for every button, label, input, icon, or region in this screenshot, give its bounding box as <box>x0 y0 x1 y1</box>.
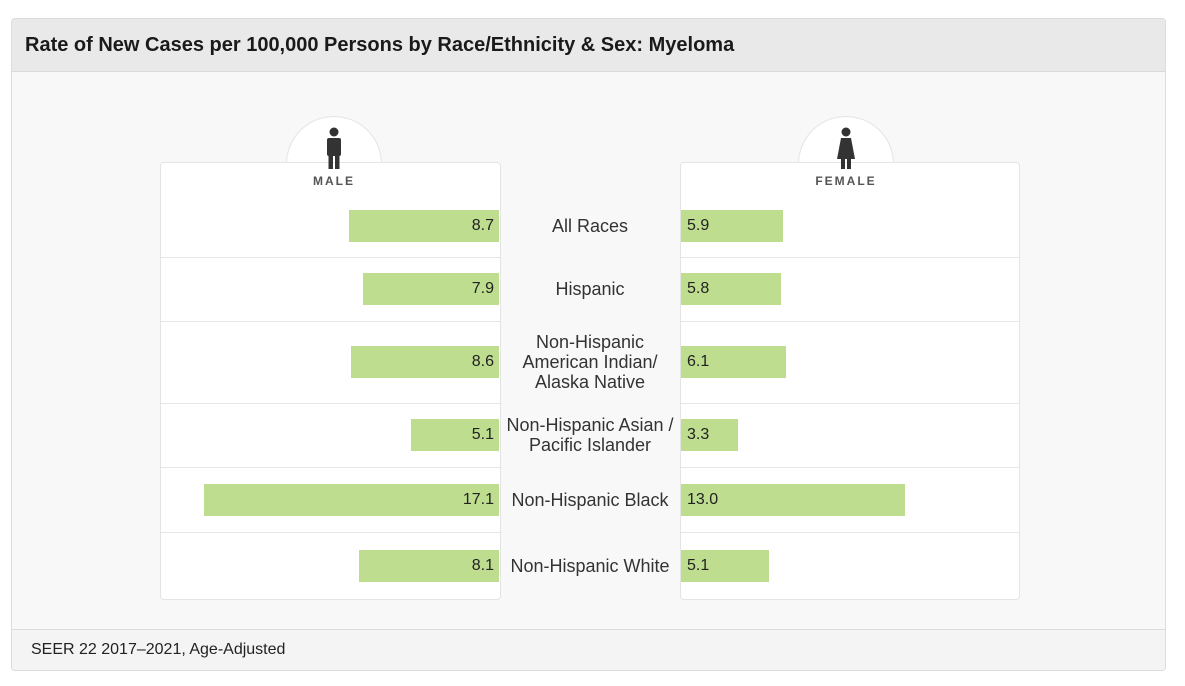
female-value-label: 5.8 <box>687 280 710 297</box>
female-row-divider <box>681 403 1020 404</box>
category-label: All Races <box>501 216 679 236</box>
male-label: MALE <box>313 174 355 188</box>
female-value-label: 13.0 <box>687 490 719 508</box>
female-label: FEMALE <box>815 174 877 188</box>
male-value-label: 5.1 <box>471 426 494 443</box>
male-bar <box>411 419 499 451</box>
female-row-divider <box>681 467 1020 468</box>
male-value-label: 7.9 <box>471 280 494 297</box>
female-value-label: 3.3 <box>687 426 710 443</box>
male-row-divider <box>161 467 500 468</box>
female-row-divider <box>681 321 1020 322</box>
male-row-divider <box>161 321 500 322</box>
male-bar <box>348 210 499 242</box>
chart-panel: Rate of New Cases per 100,000 Persons by… <box>11 18 1166 671</box>
panel-header: Rate of New Cases per 100,000 Persons by… <box>12 19 1165 72</box>
male-row-divider <box>161 532 500 533</box>
category-label: Non-Hispanic Black <box>501 490 679 510</box>
female-badge-cover <box>799 163 893 203</box>
category-label-line: American Indian/ <box>522 352 658 372</box>
category-label-line: Pacific Islander <box>528 435 652 455</box>
male-bar <box>204 483 499 516</box>
female-value-label: 5.1 <box>687 556 710 574</box>
male-row-divider <box>161 403 500 404</box>
female-value-label: 6.1 <box>687 353 710 370</box>
female-row-divider <box>681 532 1020 533</box>
category-label-line: Alaska Native <box>534 372 646 392</box>
male-badge-cover <box>287 163 381 203</box>
female-bar <box>681 210 783 242</box>
female-bar <box>681 273 782 305</box>
category-label-line: Non-Hispanic <box>535 332 645 352</box>
male-bar <box>350 346 499 378</box>
chart-title: Rate of New Cases per 100,000 Persons by… <box>25 34 735 56</box>
category-label: Hispanic <box>501 279 679 299</box>
male-value-label: 8.7 <box>471 217 494 234</box>
panel-footer: SEER 22 2017–2021, Age-Adjusted <box>12 629 1165 670</box>
male-value-label: 8.6 <box>471 353 494 370</box>
male-value-label: 17.1 <box>462 490 494 508</box>
male-value-label: 8.1 <box>471 556 494 574</box>
female-bar <box>681 346 787 378</box>
male-person-icon <box>327 127 341 169</box>
female-bar <box>681 419 738 451</box>
male-bar <box>362 273 499 305</box>
female-value-label: 5.9 <box>687 217 710 234</box>
male-bar <box>359 549 499 582</box>
category-label-line: Non-Hispanic White <box>510 555 670 576</box>
category-label: Non-Hispanic American Indian/Alaska Nativ… <box>501 332 679 392</box>
category-label: Non-Hispanic Asian / Pacific Islander <box>501 415 679 455</box>
male-row-divider <box>161 257 500 258</box>
category-label-line: Non-Hispanic Asian / <box>506 415 674 435</box>
female-person-icon <box>837 127 855 169</box>
category-label: Non-Hispanic White <box>501 556 679 576</box>
category-label-line: Hispanic <box>555 279 625 299</box>
female-row-divider <box>681 257 1020 258</box>
female-bar <box>681 549 769 582</box>
category-label-line: Non-Hispanic Black <box>511 489 669 510</box>
female-bar <box>681 483 906 516</box>
source-note: SEER 22 2017–2021, Age-Adjusted <box>31 641 286 658</box>
category-label-line: All Races <box>551 216 629 236</box>
